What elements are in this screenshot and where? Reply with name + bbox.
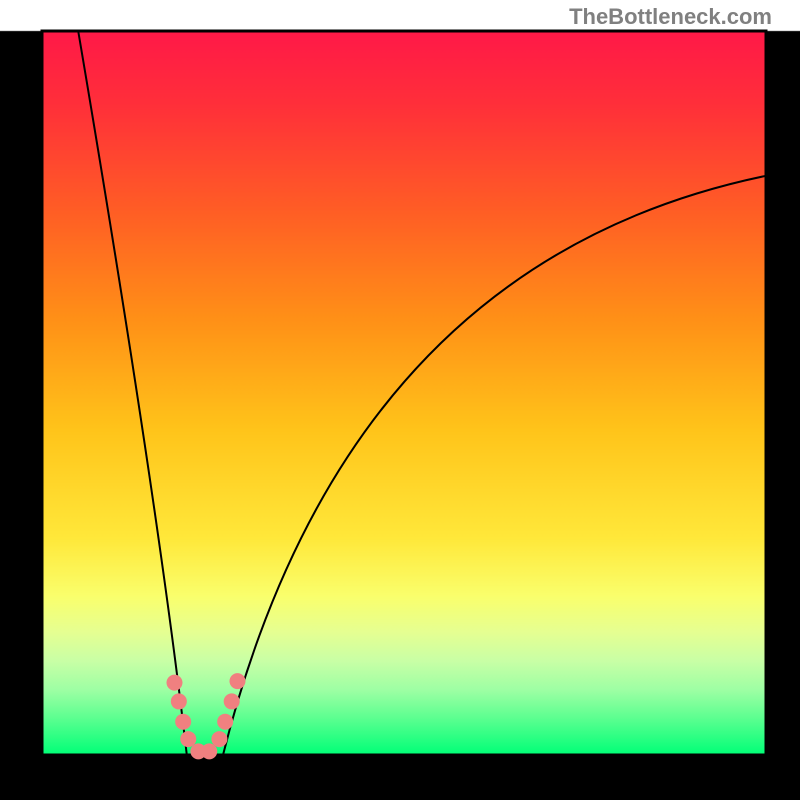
gradient-background: [0, 0, 800, 800]
chart-container: TheBottleneck.com: [0, 0, 800, 800]
